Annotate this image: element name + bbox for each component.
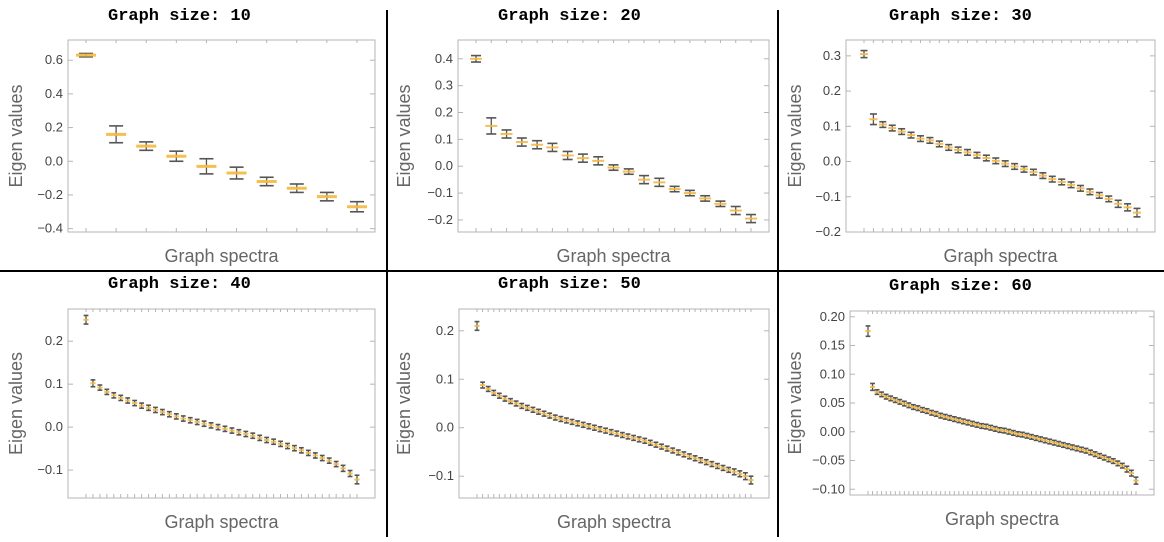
y-tick-label: 0.3	[435, 78, 453, 93]
chart-svg: −0.2 −0.1 0.0 0.1 0.2 0.3 0.4 Graph spectra Eige…	[394, 39, 770, 266]
y-tick-label: 0.0	[45, 419, 63, 434]
y-tick-label: −0.4	[37, 221, 63, 236]
y-tick-label: 0.2	[45, 333, 63, 348]
y-tick-label: −0.1	[815, 189, 841, 204]
y-tick-label: 0.2	[45, 120, 63, 135]
chart-svg: −0.1 0.0 0.1 0.2 Graph spectra Eigen values	[6, 308, 376, 532]
y-axis-label: Eigen values	[394, 84, 414, 187]
x-axis-label: Graph spectra	[164, 512, 279, 532]
y-tick-label: 0.0	[436, 420, 454, 435]
horizontal-divider	[0, 270, 1164, 272]
vertical-divider-left	[386, 10, 388, 537]
y-tick-label: 0.4	[435, 51, 453, 66]
panel-title: Graph size: 60	[889, 277, 1032, 296]
y-tick-label: 0.2	[435, 105, 453, 120]
y-tick-label: 0.2	[823, 83, 841, 98]
panel-graph-size-20: Graph size: 20 −0.2 −0.1 0.0 0.1 0.2 0.3 0.4 Gr…	[388, 0, 777, 270]
y-tick-label: 0.1	[45, 376, 63, 391]
y-tick-label: −0.1	[37, 462, 63, 477]
chart-svg: −0.2 −0.1 0.0 0.1 0.2 0.3 Graph spectra Eigen v…	[785, 39, 1156, 266]
y-tick-label: −0.1	[427, 185, 453, 200]
y-tick-label: 0.0	[45, 153, 63, 168]
panel-graph-size-40: Graph size: 40 −0.1 0.0 0.1 0.2 Graph spectr…	[0, 272, 386, 537]
y-tick-label: 0.0	[823, 154, 841, 169]
y-tick-label: −0.2	[427, 212, 453, 227]
x-axis-label: Graph spectra	[164, 246, 279, 266]
y-axis-label: Eigen values	[6, 352, 26, 455]
y-tick-label: −0.10	[812, 481, 845, 496]
plot-frame	[845, 39, 1156, 233]
panel-graph-size-30: Graph size: 30 −0.2 −0.1 0.0 0.1 0.2 0.3 Graph…	[779, 0, 1164, 270]
y-tick-label: 0.6	[45, 52, 63, 67]
y-tick-label: 0.3	[823, 48, 841, 63]
panel-graph-size-60: Graph size: 60 −0.10 −0.05 0.00 0.05 0.10 0.1…	[779, 272, 1164, 537]
y-tick-label: 0.05	[820, 395, 845, 410]
y-axis-label: Eigen values	[785, 84, 805, 187]
panel-title: Graph size: 10	[108, 7, 251, 26]
y-tick-label: 0.1	[436, 371, 454, 386]
y-tick-label: −0.05	[812, 453, 845, 468]
y-tick-label: −0.2	[815, 224, 841, 239]
y-tick-label: 0.10	[820, 366, 845, 381]
y-tick-label: 0.1	[435, 131, 453, 146]
y-tick-label: 0.2	[436, 323, 454, 338]
y-axis-label: Eigen values	[785, 351, 805, 454]
y-tick-label: 0.0	[435, 158, 453, 173]
y-axis-label: Eigen values	[6, 84, 26, 187]
panel-title: Graph size: 50	[498, 275, 641, 294]
x-axis-label: Graph spectra	[943, 246, 1058, 266]
panel-graph-size-50: Graph size: 50 −0.1 0.0 0.1 0.2 Graph spectr…	[388, 272, 777, 537]
y-tick-label: −0.1	[428, 468, 454, 483]
y-axis-label: Eigen values	[394, 352, 414, 455]
plot-frame	[458, 308, 770, 499]
panel-title: Graph size: 20	[498, 7, 641, 26]
chart-svg: −0.10 −0.05 0.00 0.05 0.10 0.15 0.20 Graph spec…	[785, 309, 1155, 529]
x-axis-label: Graph spectra	[557, 512, 672, 532]
panel-graph-size-10: Graph size: 10 −0.4 −0.2 0.0 0.2 0.4 0.6 Graph…	[0, 0, 386, 270]
vertical-divider-right	[777, 10, 779, 537]
panel-title: Graph size: 30	[889, 7, 1032, 26]
panel-title: Graph size: 40	[108, 275, 251, 294]
chart-svg: −0.4 −0.2 0.0 0.2 0.4 0.6 Graph spectra Eigen v…	[6, 39, 376, 266]
x-axis-label: Graph spectra	[945, 509, 1060, 529]
y-tick-label: −0.2	[37, 187, 63, 202]
plot-frame	[67, 39, 376, 233]
y-tick-label: 0.15	[820, 338, 845, 353]
y-tick-label: 0.1	[823, 118, 841, 133]
y-tick-label: 0.4	[45, 86, 63, 101]
y-tick-label: 0.20	[820, 309, 845, 324]
y-tick-label: 0.00	[820, 424, 845, 439]
plot-frame	[67, 308, 376, 499]
x-axis-label: Graph spectra	[556, 246, 671, 266]
chart-svg: −0.1 0.0 0.1 0.2 Graph spectra Eigen values	[394, 308, 770, 532]
